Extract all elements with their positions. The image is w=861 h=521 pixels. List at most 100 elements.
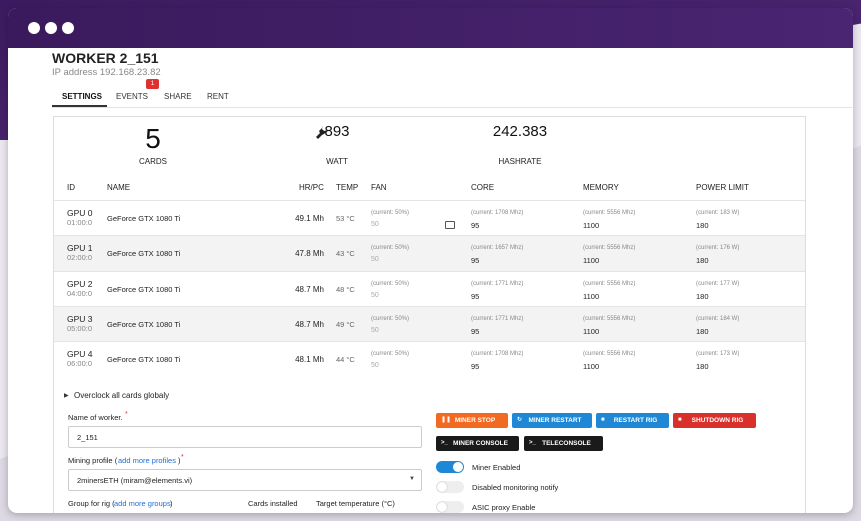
- action-button[interactable]: ❚❚ MINER STOP: [436, 413, 508, 428]
- field-label: ): [170, 499, 173, 508]
- gpu-name: GeForce GTX 1080 Ti: [107, 249, 181, 259]
- button-label: TELECONSOLE: [542, 440, 591, 447]
- toggle-label: ASIC proxy Enable: [472, 503, 536, 512]
- tab[interactable]: SHARE: [164, 92, 192, 101]
- memory-value: 1100: [583, 256, 600, 266]
- stat-value: 5: [145, 123, 161, 154]
- window: WORKER 2_151 IP address 192.168.23.82 SE…: [8, 8, 853, 513]
- temperature: 48 °C: [336, 284, 355, 294]
- memory-current: (current: 5556 Mhz): [583, 245, 636, 252]
- field-link[interactable]: add more profiles: [118, 456, 176, 465]
- table-header: POWER LIMIT: [696, 183, 749, 192]
- core-value: 95: [471, 256, 480, 266]
- gpu-name: GeForce GTX 1080 Ti: [107, 319, 181, 329]
- hashrate: 48.1 Mh: [295, 355, 324, 365]
- table-header: CORE: [471, 183, 495, 192]
- stat-label: HASHRATE: [498, 157, 542, 166]
- tab[interactable]: RENT: [207, 92, 229, 101]
- power-value: 180: [696, 362, 709, 372]
- profile-select[interactable]: 2minersETH (miram@elements.vi) ▼: [68, 469, 422, 491]
- tab[interactable]: SETTINGS: [62, 92, 103, 101]
- field-label: Group for rig (: [68, 499, 115, 508]
- field-link[interactable]: add more groups: [114, 499, 171, 508]
- fan-current: (current: 50%): [371, 351, 410, 358]
- name-input[interactable]: 2_151: [68, 426, 422, 448]
- temperature: 49 °C: [336, 319, 355, 329]
- gpu-name: GeForce GTX 1080 Ti: [107, 214, 181, 223]
- core-current: (current: 1771 Mhz): [471, 315, 524, 322]
- memory-current: (current: 5556 Mhz): [583, 315, 636, 322]
- plug-icon: [316, 125, 328, 139]
- button-label: MINER STOP: [454, 417, 496, 424]
- core-current: (current: 1771 Mhz): [471, 280, 524, 287]
- table-header: MEMORY: [583, 183, 619, 192]
- power-current: (current: 176 W): [696, 245, 740, 252]
- memory-current: (current: 5556 Mhz): [583, 351, 636, 358]
- required-mark: *: [125, 411, 128, 418]
- toggle-knob: [437, 502, 447, 512]
- core-value: 95: [471, 362, 480, 372]
- title-bar: [8, 8, 853, 48]
- worker-ip: IP address 192.168.23.82: [52, 67, 161, 78]
- window-dot[interactable]: [28, 22, 40, 34]
- table-header: HR/PC: [299, 183, 324, 192]
- hashrate: 48.7 Mh: [295, 284, 324, 294]
- temperature: 53 °C: [336, 214, 355, 223]
- button-icon: ■: [678, 417, 682, 423]
- toggle[interactable]: [436, 501, 464, 513]
- power-value: 180: [696, 326, 709, 336]
- field-label: Target temperature (°C): [316, 499, 395, 508]
- action-button[interactable]: >_ TELECONSOLE: [524, 436, 603, 451]
- tab[interactable]: EVENTS: [116, 92, 149, 101]
- toggle-label: Disabled monitoring notify: [472, 483, 559, 492]
- content: WORKER 2_151 IP address 192.168.23.82 SE…: [8, 8, 853, 513]
- required-mark: *: [181, 454, 184, 461]
- gpu-time: 01:00:0: [67, 218, 93, 227]
- table-row: GPU 0 01:00:0 GeForce GTX 1080 Ti 49.1 Mh 53…: [54, 200, 805, 236]
- tab-badge: 1: [146, 79, 159, 89]
- temperature: 44 °C: [336, 355, 355, 365]
- fan-current: (current: 50%): [371, 315, 410, 322]
- tab-divider: [52, 107, 852, 108]
- toggle[interactable]: [436, 481, 464, 493]
- memory-value: 1100: [583, 326, 600, 336]
- button-label: MINER CONSOLE: [453, 440, 508, 447]
- hashrate: 49.1 Mh: [295, 214, 324, 223]
- action-button[interactable]: ■ RESTART RIG: [596, 413, 669, 428]
- action-button[interactable]: ↻ MINER RESTART: [512, 413, 592, 428]
- power-current: (current: 183 W): [696, 210, 740, 216]
- fan-value: 50: [371, 326, 379, 334]
- stat-label: CARDS: [138, 157, 167, 166]
- gpu-id: GPU 3: [67, 313, 93, 324]
- hashrate: 48.7 Mh: [295, 319, 324, 329]
- core-current: (current: 1708 Mhz): [471, 351, 524, 358]
- button-icon: >_: [441, 440, 448, 446]
- field-label: ): [178, 456, 181, 465]
- input-value: 2_151: [77, 433, 98, 442]
- window-dot[interactable]: [45, 22, 57, 34]
- button-label: RESTART RIG: [613, 417, 658, 424]
- stat-value: 242.383: [492, 123, 548, 140]
- fan-icon[interactable]: [445, 221, 455, 229]
- table-row: GPU 4 06:00:0 GeForce GTX 1080 Ti 48.1 Mh 44…: [54, 341, 805, 378]
- action-button[interactable]: ■ SHUTDOWN RIG: [673, 413, 756, 428]
- window-dot[interactable]: [62, 22, 74, 34]
- memory-value: 1100: [583, 362, 600, 372]
- gpu-name: GeForce GTX 1080 Ti: [107, 284, 181, 294]
- core-value: 95: [471, 221, 480, 230]
- toggle[interactable]: [436, 461, 464, 473]
- hashrate: 47.8 Mh: [295, 249, 324, 259]
- table-header: FAN: [371, 183, 387, 192]
- memory-current: (current: 5556 Mhz): [583, 210, 636, 216]
- button-label: MINER RESTART: [528, 417, 582, 424]
- stat-label: WATT: [326, 157, 348, 166]
- action-button[interactable]: >_ MINER CONSOLE: [436, 436, 519, 451]
- gpu-id: GPU 1: [67, 243, 93, 254]
- gpu-id: GPU 0: [67, 208, 93, 218]
- core-value: 95: [471, 326, 480, 336]
- power-current: (current: 173 W): [696, 351, 740, 358]
- stat-value: 893: [324, 123, 350, 140]
- overclock-toggle[interactable]: Overclock all cards globaly: [74, 391, 170, 400]
- core-current: (current: 1708 Mhz): [471, 210, 524, 216]
